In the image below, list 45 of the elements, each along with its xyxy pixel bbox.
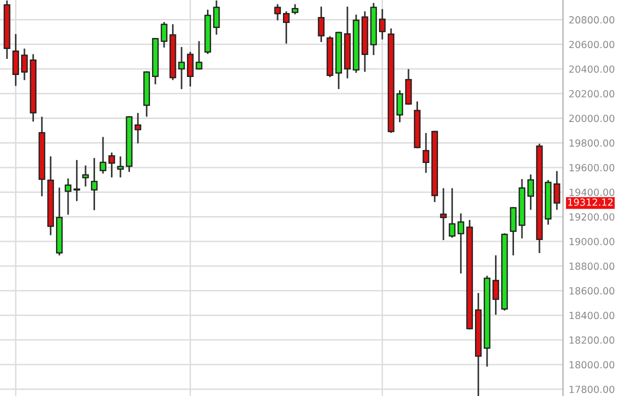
candlestick bbox=[440, 188, 447, 240]
candlestick bbox=[21, 48, 28, 80]
candlestick bbox=[396, 90, 404, 122]
text: 19312.12 bbox=[568, 198, 613, 206]
y-tick-label: 17800.00 bbox=[570, 386, 614, 394]
y-tick-label: 20400.00 bbox=[569, 65, 614, 73]
candlestick bbox=[82, 166, 89, 187]
candlestick bbox=[134, 112, 142, 144]
candlestick bbox=[274, 4, 281, 20]
candlestick bbox=[448, 188, 456, 238]
candlestick bbox=[318, 6, 325, 42]
y-tick-label: 20800.00 bbox=[569, 16, 614, 24]
candlestick bbox=[160, 22, 168, 48]
candlestick bbox=[378, 9, 386, 40]
y-tick-label: 20200.00 bbox=[569, 90, 614, 98]
y-tick-label: 19200.00 bbox=[570, 213, 614, 221]
candlestick bbox=[282, 11, 290, 44]
candlestick bbox=[458, 213, 464, 274]
y-tick-label: 18400.00 bbox=[570, 312, 614, 320]
y-tick-label: 19600.00 bbox=[570, 164, 614, 172]
y-tick-label: 20000.00 bbox=[569, 114, 614, 122]
candlestick bbox=[108, 152, 116, 178]
y-tick-label: 19000.00 bbox=[570, 238, 614, 246]
candlestick bbox=[12, 34, 20, 86]
y-tick-label: 18800.00 bbox=[570, 262, 614, 270]
y-tick-label: 18000.00 bbox=[570, 361, 614, 368]
candlestick bbox=[554, 171, 560, 210]
candlestick bbox=[186, 52, 194, 86]
candlestick bbox=[90, 158, 98, 210]
candlestick bbox=[196, 41, 202, 70]
y-tick-label: 18600.00 bbox=[570, 287, 614, 295]
candlestick bbox=[117, 156, 124, 178]
candlestick bbox=[178, 47, 185, 90]
y-tick-label: 20600.00 bbox=[569, 40, 614, 48]
y-tick-label: 19800.00 bbox=[570, 139, 614, 147]
candlestick bbox=[73, 160, 80, 202]
candlestick bbox=[100, 136, 106, 174]
y-tick-label: 18200.00 bbox=[570, 336, 614, 344]
y-tick-label: 19400.00 bbox=[570, 188, 614, 196]
candlestick bbox=[213, 0, 220, 35]
candlestick bbox=[64, 178, 72, 215]
candlestick bbox=[492, 255, 500, 315]
candlestick bbox=[510, 207, 517, 256]
candlestick bbox=[527, 174, 534, 210]
candlestick bbox=[422, 133, 430, 173]
